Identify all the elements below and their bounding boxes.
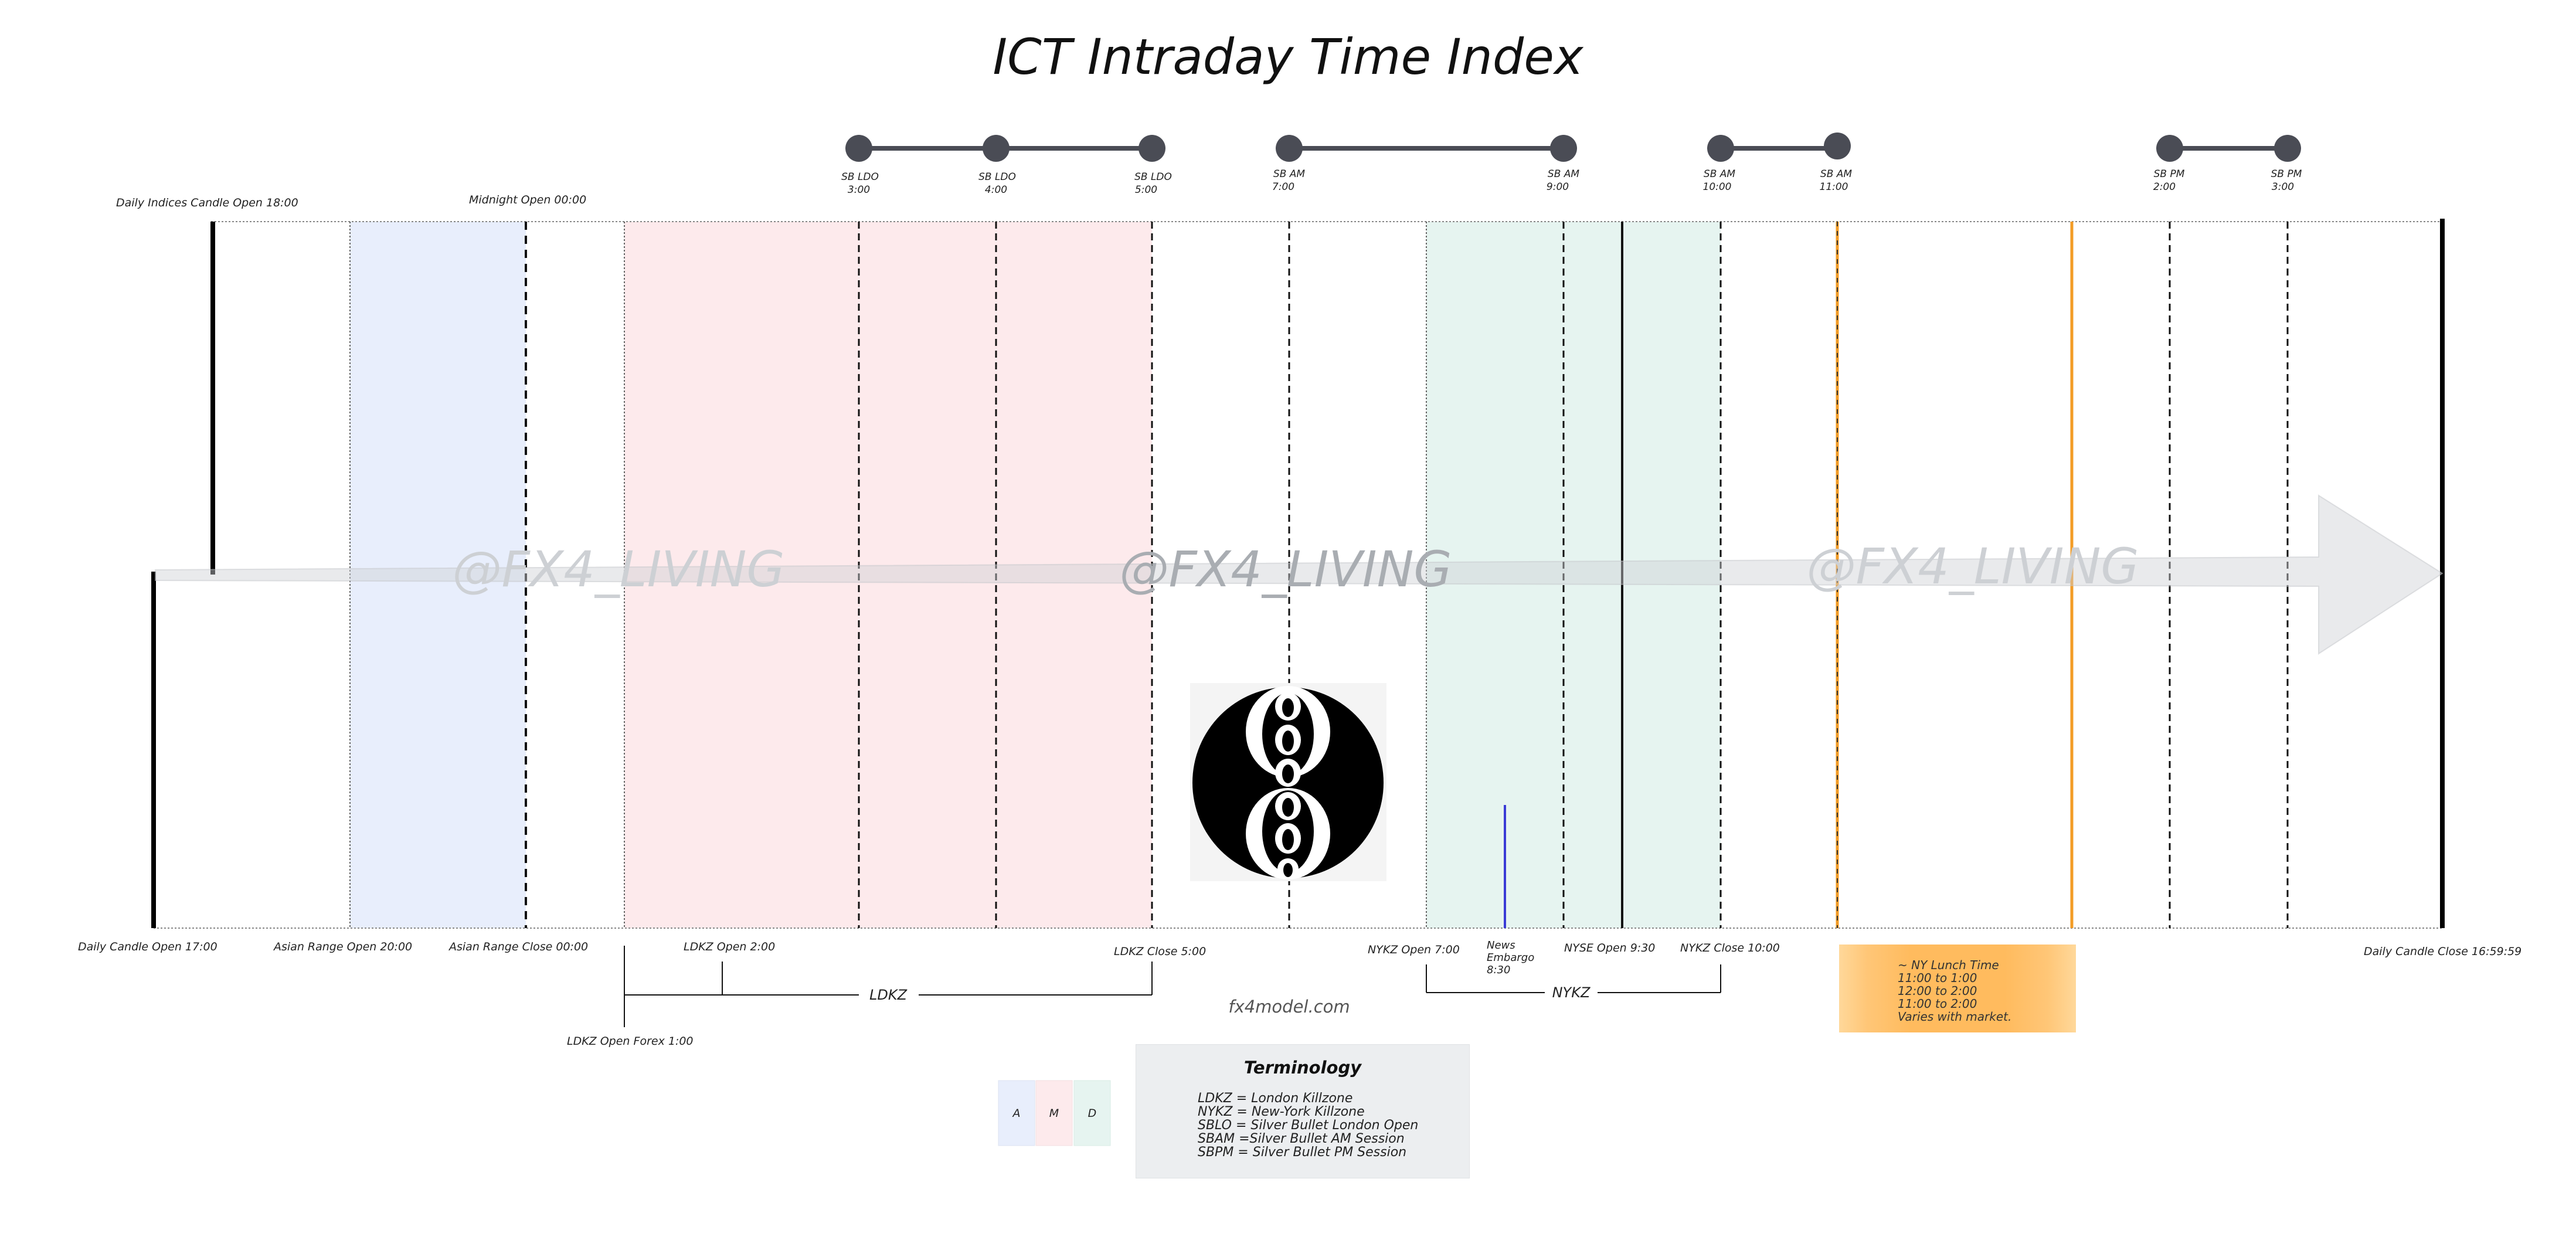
sb-label: SB PM xyxy=(2271,168,2302,180)
sb-dot xyxy=(1707,135,1734,162)
terminology-item: NYKZ = New-York Killzone xyxy=(1198,1105,1365,1119)
terminology-item: SBLO = Silver Bullet London Open xyxy=(1198,1118,1419,1133)
sb-label: SB AM xyxy=(1820,168,1852,180)
sb-pm-dumbbell xyxy=(2156,135,2301,162)
ldkz-bracket xyxy=(624,946,1153,1027)
sb-label: SB LDO xyxy=(1134,171,1172,183)
legend-a-swatch xyxy=(998,1080,1035,1146)
london-killzone-zone xyxy=(624,222,1152,928)
ldkz-bracket-label: LDKZ xyxy=(869,987,908,1003)
asian-range-open-label: Asian Range Open 20:00 xyxy=(273,940,412,953)
terminology-list: LDKZ = London Killzone NYKZ = New-York K… xyxy=(1198,1092,1418,1159)
terminology-title: Terminology xyxy=(1243,1058,1362,1078)
nyse-open-label: NYSE Open 9:30 xyxy=(1564,942,1655,954)
midnight-open-label: Midnight Open 00:00 xyxy=(469,193,586,206)
daily-open-label: Daily Candle Open 17:00 xyxy=(78,940,218,953)
legend-m-swatch xyxy=(1035,1080,1073,1146)
legend-m-letter: M xyxy=(1049,1107,1059,1120)
site-label: fx4model.com xyxy=(1228,997,1350,1017)
sb-time: 3:00 xyxy=(848,184,870,196)
sb-time: 11:00 xyxy=(1820,181,1848,193)
legend-d-swatch xyxy=(1073,1080,1111,1146)
asian-range-close-label: Asian Range Close 00:00 xyxy=(448,940,588,953)
sb-time: 10:00 xyxy=(1703,181,1732,193)
lunch-line: Varies with market. xyxy=(1898,1010,2012,1024)
ldkz-forex-open-label: LDKZ Open Forex 1:00 xyxy=(567,1035,694,1048)
sb-am-dumbbell-1 xyxy=(1276,135,1577,162)
sb-dot xyxy=(845,135,872,162)
sb-dot xyxy=(1824,133,1851,159)
watermark-1: @FX4_LIVING xyxy=(452,541,784,598)
sb-time: 4:00 xyxy=(985,184,1007,196)
page-title: ICT Intraday Time Index xyxy=(993,28,1583,86)
sb-label: SB PM xyxy=(2154,168,2185,180)
nykz-close-label: NYKZ Close 10:00 xyxy=(1680,942,1780,954)
sb-label: SB LDO xyxy=(978,171,1016,183)
sb-dot xyxy=(1550,135,1577,162)
lunch-line: 11:00 to 2:00 xyxy=(1898,997,1977,1011)
lunch-line: ~ NY Lunch Time xyxy=(1898,958,1999,972)
sb-am-dumbbell-2 xyxy=(1707,133,1851,162)
news-embargo-label-1: News xyxy=(1487,939,1515,952)
sb-time: 3:00 xyxy=(2272,181,2294,193)
terminology-item: SBPM = Silver Bullet PM Session xyxy=(1198,1145,1407,1160)
lunch-line: 11:00 to 1:00 xyxy=(1898,971,1977,985)
news-embargo-label-3: 8:30 xyxy=(1487,964,1510,976)
ldkz-close-label: LDKZ Close 5:00 xyxy=(1114,945,1206,958)
terminology-item: LDKZ = London Killzone xyxy=(1198,1091,1353,1106)
asian-range-zone xyxy=(350,222,526,928)
terminology-box: Terminology LDKZ = London Killzone NYKZ … xyxy=(1136,1044,1470,1178)
nykz-open-label: NYKZ Open 7:00 xyxy=(1368,943,1460,956)
nykz-bracket xyxy=(1426,964,1721,993)
news-embargo-label-2: Embargo xyxy=(1487,952,1534,964)
legend-a-letter: A xyxy=(1012,1107,1021,1120)
sb-dot xyxy=(2156,135,2183,162)
lunch-time-box: ~ NY Lunch Time 11:00 to 1:00 12:00 to 2… xyxy=(1839,945,2076,1032)
sb-time: 5:00 xyxy=(1135,184,1157,196)
sb-time: 2:00 xyxy=(2153,181,2176,193)
newyork-killzone-zone xyxy=(1426,222,1721,928)
timeline-arrow xyxy=(155,494,2444,655)
sb-ldo-dumbbell xyxy=(845,135,1165,162)
sb-dot xyxy=(983,135,1010,162)
daily-close-label: Daily Candle Close 16:59:59 xyxy=(2364,945,2521,958)
fractal-logo xyxy=(1190,683,1386,881)
daily-indices-open-label: Daily Indices Candle Open 18:00 xyxy=(116,196,298,209)
terminology-item: SBAM =Silver Bullet AM Session xyxy=(1198,1132,1405,1146)
sb-time: 7:00 xyxy=(1272,181,1294,193)
sb-label: SB LDO xyxy=(841,171,879,183)
sb-dot xyxy=(1276,135,1303,162)
legend-d-letter: D xyxy=(1088,1107,1097,1120)
ldkz-open-label: LDKZ Open 2:00 xyxy=(684,940,775,953)
amd-legend: A M D xyxy=(998,1080,1111,1146)
nykz-bracket-label: NYKZ xyxy=(1552,984,1591,1001)
sb-dot xyxy=(1139,135,1165,162)
sb-dot xyxy=(2274,135,2301,162)
lunch-line: 12:00 to 2:00 xyxy=(1898,984,1977,998)
sb-time: 9:00 xyxy=(1547,181,1569,193)
sb-label: SB AM xyxy=(1548,168,1579,180)
sb-label: SB AM xyxy=(1273,168,1305,180)
sb-label: SB AM xyxy=(1704,168,1735,180)
watermark-2: @FX4_LIVING xyxy=(1119,541,1452,598)
lunch-time-lines: ~ NY Lunch Time 11:00 to 1:00 12:00 to 2… xyxy=(1898,959,2011,1023)
watermark-3: @FX4_LIVING xyxy=(1806,538,2139,595)
